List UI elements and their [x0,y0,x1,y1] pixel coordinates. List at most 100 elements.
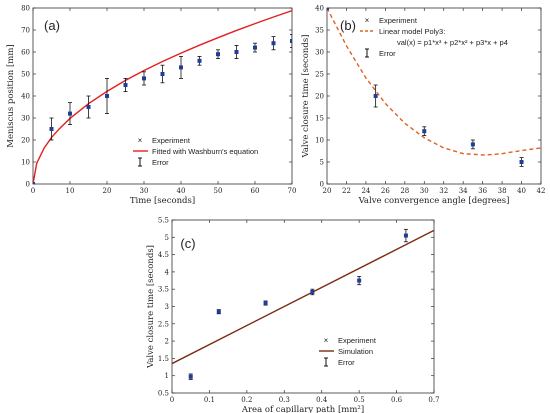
x-tick-label: 34 [459,187,468,195]
y-tick-label: 2.5 [158,320,169,328]
legend-equation: val(x) = p1*x³ + p2*x² + p3*x + p4 [397,38,508,47]
data-point [216,52,220,57]
y-tick-label: 50 [21,71,30,79]
x-tick-label: 0.1 [204,396,215,404]
x-tick-label: 70 [288,187,297,195]
x-tick-label: 42 [537,187,546,195]
legend-marker-experiment: × [324,336,329,345]
panel-label: (a) [44,18,60,33]
x-tick-label: 0.2 [241,396,252,404]
x-tick-label: 28 [400,187,409,195]
data-point [197,58,202,63]
x-tick-label: 0 [170,396,174,404]
series-line [327,8,541,156]
x-tick-label: 0 [31,187,35,195]
x-tick-label: 0.3 [279,396,290,404]
data-point [470,142,475,147]
y-tick-label: 2 [165,338,169,346]
data-point [179,65,183,70]
legend-label-experiment: Experiment [152,136,191,145]
y-tick-label: 0 [320,181,324,189]
y-tick-label: 3.5 [158,286,169,294]
plot-content [327,8,541,167]
y-axis-label: Meniscus position [mm] [6,44,16,147]
x-tick-label: 0.6 [391,396,403,404]
panel-label: (c) [180,236,195,251]
x-tick-label: 40 [517,187,526,195]
x-tick-label: 32 [439,187,448,195]
x-tick-label: 22 [342,187,351,195]
y-tick-label: 40 [21,93,30,101]
y-tick-label: 10 [315,137,324,145]
plot-content [172,228,434,380]
x-tick-label: 50 [214,187,223,195]
y-tick-label: 20 [315,93,324,101]
legend-label-error: Error [152,158,169,167]
chart-panel-3: 0 0.1 0.2 0.3 0.4 0.5 0.6 0.7 0.5 1 1.5 2 2.5 3 3.5 4 4.… [146,217,440,413]
y-tick-label: 15 [315,115,324,123]
data-point [310,289,315,294]
y-tick-label: 4 [165,268,170,276]
x-axis-label: Valve convergence angle [degrees] [358,196,510,206]
y-tick-label: 25 [315,71,324,79]
data-point [519,160,524,164]
x-tick-label: 10 [66,187,75,195]
y-tick-label: 5.5 [158,217,169,225]
data-point [403,233,408,238]
data-point [234,50,239,54]
legend-label-line: Fitted with Washburn's equation [152,147,258,156]
legend-marker-experiment: × [365,16,370,25]
data-point [263,301,268,306]
data-point [422,129,427,134]
data-point [68,111,72,116]
legend-label-line: Linear model Poly3: [379,27,445,36]
y-tick-label: 35 [315,27,324,35]
legend: × Experiment Simulation Error [316,332,412,369]
data-point [123,83,128,87]
y-tick-label: 20 [21,137,30,145]
x-tick-label: 0.4 [316,396,328,404]
y-tick-label: 60 [21,49,30,57]
legend-label-error: Error [338,358,355,367]
series-line [33,9,292,184]
y-tick-label: 30 [21,115,30,123]
x-tick-label: 38 [498,187,507,195]
data-point [105,94,109,98]
x-tick-label: 30 [420,187,429,195]
x-axis-label: Area of capillary path [mm²] [241,405,364,413]
y-tick-label: 1.5 [158,355,169,363]
legend-box [130,132,278,169]
x-tick-label: 40 [177,187,186,195]
y-axis-label: Valve closure time [seconds] [146,245,156,369]
chart-panel-1: 0 10 20 30 40 50 60 70 0 10 20 30 40 50 60 70 80 Time [se… [6,5,296,207]
x-tick-label: 60 [251,187,260,195]
legend: × Experiment Fitted with Washburn's equati… [130,132,278,169]
data-point [188,374,193,379]
y-tick-label: 30 [315,49,324,57]
y-tick-label: 0.5 [158,390,169,398]
x-tick-label: 0.7 [428,396,439,404]
chart-panel-2: 20 22 24 26 28 30 32 34 36 38 40 42 0 5 10 15 20 25 30 35 40… [301,5,545,207]
y-tick-label: 3 [165,303,169,311]
legend-label-experiment: Experiment [379,16,418,25]
legend-box [357,12,537,60]
x-tick-label: 30 [140,187,149,195]
y-axis-label: Valve closure time [seconds] [301,34,311,158]
y-tick-label: 5 [165,234,169,242]
legend-label-line: Simulation [338,347,373,356]
y-tick-label: 70 [21,27,30,35]
data-point [216,309,221,314]
y-tick-label: 10 [21,159,30,167]
data-point [253,45,257,50]
data-point [357,278,362,283]
y-tick-label: 5 [320,159,324,167]
legend-label-experiment: Experiment [338,336,377,345]
legend: × Experiment Linear model Poly3: val(x) = p… [357,12,537,60]
series-line [172,229,434,365]
data-point [327,8,329,10]
x-tick-label: 36 [478,187,487,195]
data-point [290,39,292,43]
x-axis-label: Time [seconds] [130,196,195,206]
y-tick-label: 40 [315,5,324,13]
